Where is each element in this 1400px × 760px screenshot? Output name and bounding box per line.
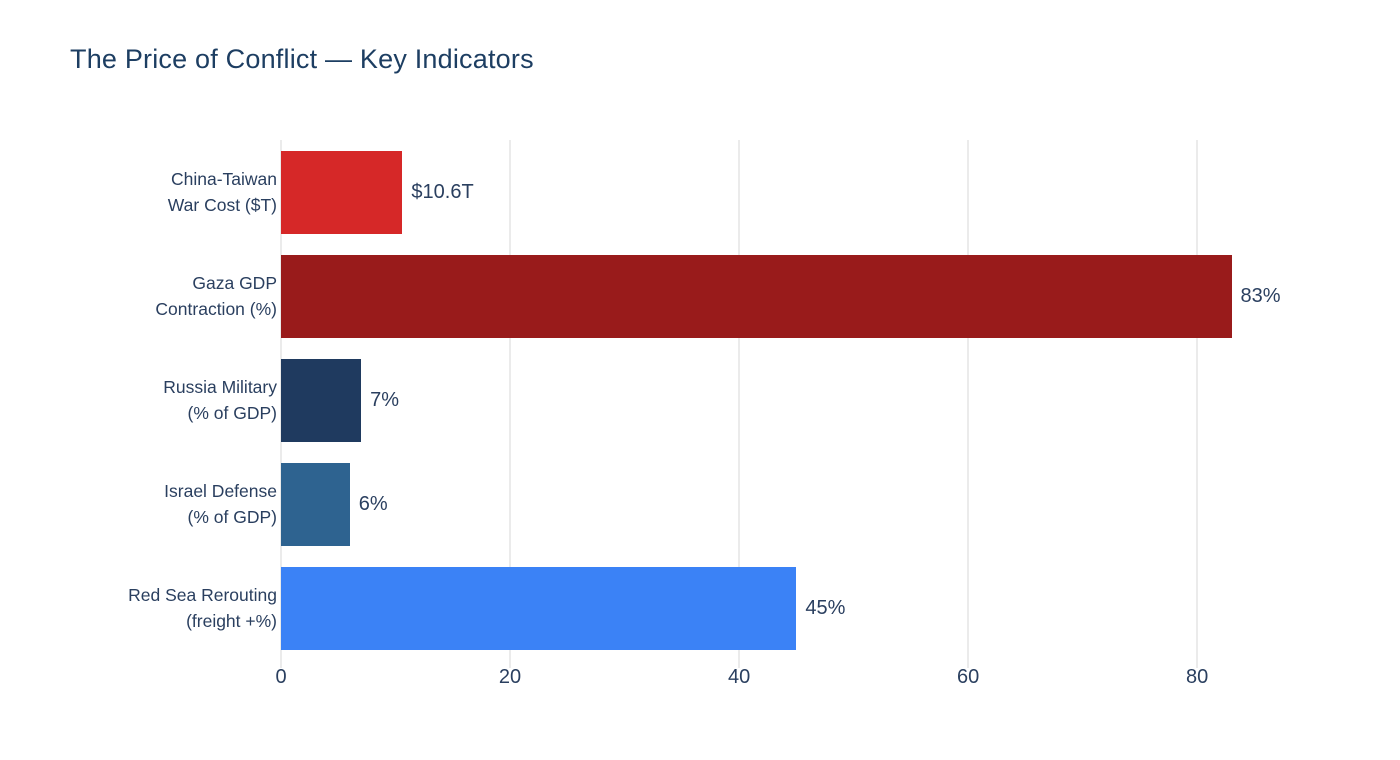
bar xyxy=(281,254,1232,338)
bar xyxy=(281,462,350,546)
category-label: Red Sea Rerouting (freight +%) xyxy=(128,585,277,631)
category-label: Russia Military (% of GDP) xyxy=(163,377,277,423)
bar-row: China-Taiwan War Cost ($T) $10.6T xyxy=(168,140,1330,244)
bar-value-label: 7% xyxy=(370,388,400,411)
x-axis: 0 20 40 60 80 xyxy=(275,666,1330,696)
x-tick-label: 80 xyxy=(1186,666,1209,688)
chart-title: The Price of Conflict — Key Indicators xyxy=(70,44,534,74)
category-label: China-Taiwan War Cost ($T) xyxy=(167,169,277,215)
bar xyxy=(281,150,403,234)
gridline xyxy=(738,140,741,668)
x-tick-label: 20 xyxy=(498,666,522,688)
gridline xyxy=(509,140,512,668)
category-label: Gaza GDP Contraction (%) xyxy=(155,273,277,319)
bar-row: Red Sea Rerouting (freight +%) 45% xyxy=(128,556,1330,660)
bar-rows: China-Taiwan War Cost ($T) $10.6T Gaza G… xyxy=(128,140,1330,660)
bar-row: Gaza GDP Contraction (%) 83% xyxy=(155,244,1330,348)
gridline xyxy=(1196,140,1199,668)
bar-value-label: 6% xyxy=(358,492,388,515)
bar-row: Russia Military (% of GDP) 7% xyxy=(163,348,1330,452)
bar-value-label: $10.6T xyxy=(411,180,474,203)
bar-row: Israel Defense (% of GDP) 6% xyxy=(164,452,1330,556)
category-label: Israel Defense (% of GDP) xyxy=(164,481,277,527)
plot-area: China-Taiwan War Cost ($T) $10.6T Gaza G… xyxy=(128,140,1330,668)
x-tick-label: 40 xyxy=(727,666,751,688)
x-tick-label: 60 xyxy=(956,666,980,688)
x-tick-label: 0 xyxy=(275,666,287,688)
bar-value-label: 83% xyxy=(1240,284,1281,307)
bar xyxy=(281,358,362,442)
bar-value-label: 45% xyxy=(805,596,846,619)
gridline xyxy=(967,140,970,668)
bar xyxy=(281,566,797,650)
